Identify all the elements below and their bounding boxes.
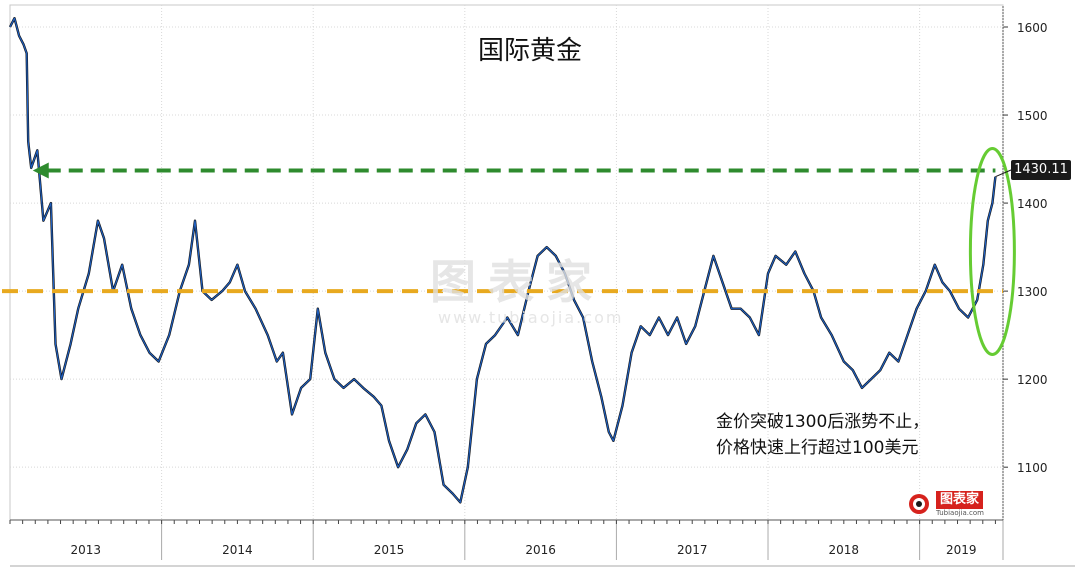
x-year-label: 2018 — [829, 543, 860, 557]
x-year-label: 2019 — [946, 543, 977, 557]
logo-text: 图表家 — [936, 491, 984, 509]
annotation-line-2: 价格快速上行超过100美元 — [716, 438, 919, 458]
logo-icon — [909, 494, 929, 514]
watermark-text: 图表家 — [430, 255, 604, 309]
watermark-url: www.tubiaojia.com — [438, 308, 624, 327]
series-line — [9, 17, 996, 503]
chart-title: 国际黄金 — [478, 36, 583, 66]
y-tick-label: 1300 — [1017, 285, 1048, 299]
plot-frame — [9, 4, 1004, 521]
x-year-label: 2017 — [677, 543, 708, 557]
last-value-label: 1430.11 — [1011, 160, 1071, 180]
x-year-label: 2015 — [374, 543, 405, 557]
watermark: 图表家 www.tubiaojia.com — [430, 246, 623, 327]
x-year-label: 2014 — [222, 543, 253, 557]
last-value-pointer — [995, 169, 1012, 178]
highlight-ellipse — [968, 146, 1016, 356]
x-year-label: 2016 — [525, 543, 556, 557]
y-tick-label: 1400 — [1017, 197, 1048, 211]
y-tick-label: 1600 — [1017, 21, 1048, 35]
x-year-label: 2013 — [71, 543, 102, 557]
annotation-line-1: 金价突破1300后涨势不止， — [716, 412, 930, 432]
y-tick-label: 1500 — [1017, 109, 1048, 123]
logo: 图表家 Tubiaojia.com — [908, 491, 1000, 519]
y-tick-label: 1200 — [1017, 373, 1048, 387]
logo-url: Tubiaojia.com — [936, 509, 984, 517]
y-tick-label: 1100 — [1017, 461, 1048, 475]
reference-arrow-head — [32, 162, 49, 179]
annotation: 金价突破1300后涨势不止， 价格快速上行超过100美元 — [716, 409, 929, 461]
